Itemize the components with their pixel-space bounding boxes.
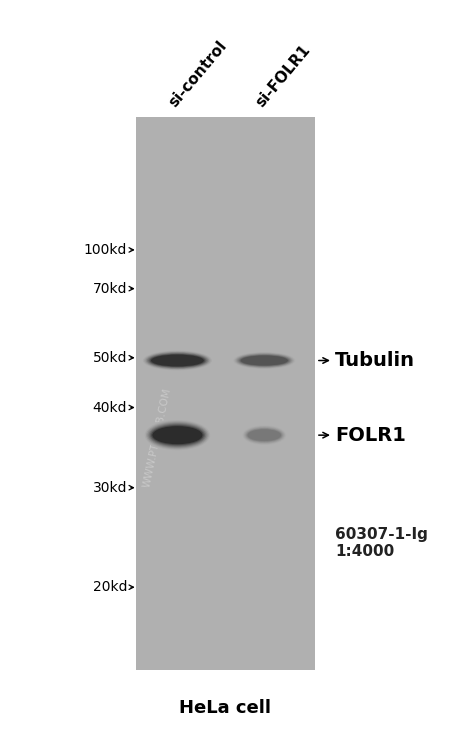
Text: 100kd: 100kd bbox=[84, 243, 127, 257]
Ellipse shape bbox=[246, 429, 281, 442]
Ellipse shape bbox=[146, 352, 207, 368]
Ellipse shape bbox=[241, 424, 286, 445]
Ellipse shape bbox=[246, 428, 282, 442]
Text: si-FOLR1: si-FOLR1 bbox=[252, 42, 312, 110]
Ellipse shape bbox=[247, 429, 280, 441]
Text: si-control: si-control bbox=[166, 38, 229, 110]
Text: HeLa cell: HeLa cell bbox=[179, 698, 271, 716]
Text: WWW.PTGLAB.COM: WWW.PTGLAB.COM bbox=[142, 387, 173, 489]
Text: 50kd: 50kd bbox=[92, 351, 127, 364]
Ellipse shape bbox=[149, 354, 205, 367]
Ellipse shape bbox=[147, 422, 207, 448]
Ellipse shape bbox=[152, 426, 202, 444]
Ellipse shape bbox=[151, 355, 203, 367]
Ellipse shape bbox=[150, 424, 205, 446]
Ellipse shape bbox=[239, 355, 289, 366]
Ellipse shape bbox=[148, 353, 206, 368]
Ellipse shape bbox=[234, 352, 293, 368]
Ellipse shape bbox=[236, 354, 291, 368]
Text: Tubulin: Tubulin bbox=[335, 351, 414, 370]
Ellipse shape bbox=[244, 427, 284, 443]
Text: 40kd: 40kd bbox=[92, 400, 127, 415]
Ellipse shape bbox=[146, 421, 208, 449]
Bar bbox=[136, 117, 314, 670]
Ellipse shape bbox=[148, 423, 206, 447]
Text: 60307-1-Ig
1:4000: 60307-1-Ig 1:4000 bbox=[335, 527, 427, 560]
Ellipse shape bbox=[242, 425, 285, 445]
Text: 20kd: 20kd bbox=[92, 580, 127, 594]
Ellipse shape bbox=[151, 425, 203, 445]
Ellipse shape bbox=[243, 426, 285, 444]
Ellipse shape bbox=[240, 356, 287, 365]
Text: FOLR1: FOLR1 bbox=[335, 426, 405, 445]
Ellipse shape bbox=[232, 352, 296, 370]
Text: 70kd: 70kd bbox=[92, 281, 127, 296]
Ellipse shape bbox=[143, 419, 211, 452]
Ellipse shape bbox=[143, 351, 212, 370]
Text: 30kd: 30kd bbox=[92, 481, 127, 495]
Ellipse shape bbox=[146, 352, 209, 369]
Ellipse shape bbox=[238, 354, 290, 367]
Ellipse shape bbox=[144, 351, 210, 370]
Ellipse shape bbox=[245, 427, 283, 443]
Ellipse shape bbox=[141, 350, 213, 371]
Ellipse shape bbox=[233, 352, 295, 369]
Ellipse shape bbox=[235, 353, 292, 368]
Ellipse shape bbox=[145, 420, 210, 450]
